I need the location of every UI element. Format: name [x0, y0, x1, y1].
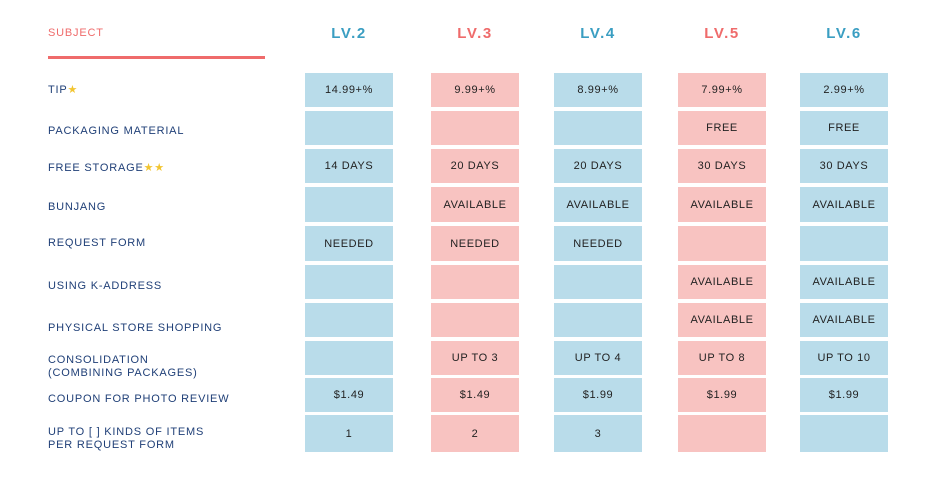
- table-cell: $1.99: [800, 378, 888, 412]
- star-icon: ★★: [143, 162, 165, 174]
- table-cell: FREE: [800, 111, 888, 145]
- table-cell: NEEDED: [305, 226, 393, 261]
- table-cell: AVAILABLE: [800, 187, 888, 222]
- table-cell: [305, 265, 393, 299]
- level-header-4: LV.4: [580, 25, 616, 42]
- table-cell: $1.99: [678, 378, 766, 412]
- row-label: FREE STORAGE★★: [48, 162, 165, 175]
- row-label: COUPON FOR PHOTO REVIEW: [48, 393, 229, 406]
- table-cell: [305, 187, 393, 222]
- table-cell: NEEDED: [554, 226, 642, 261]
- table-cell: $1.49: [305, 378, 393, 412]
- row-label: PHYSICAL STORE SHOPPING: [48, 322, 222, 335]
- row-label-text: FREE STORAGE: [48, 162, 144, 174]
- row-label-text: UP TO [ ] KINDS OF ITEMS: [48, 426, 205, 438]
- table-cell: UP TO 4: [554, 341, 642, 375]
- level-header-6: LV.6: [826, 25, 862, 42]
- row-label: CONSOLIDATION (COMBINING PACKAGES): [48, 354, 198, 380]
- row-label: TIP★: [48, 84, 78, 97]
- table-cell: [305, 341, 393, 375]
- table-cell: AVAILABLE: [800, 303, 888, 337]
- row-label: BUNJANG: [48, 201, 106, 214]
- row-label-text: CONSOLIDATION: [48, 354, 149, 366]
- row-label: USING K-ADDRESS: [48, 280, 162, 293]
- level-header-3: LV.3: [457, 25, 493, 42]
- table-cell: [678, 226, 766, 261]
- table-cell: [800, 415, 888, 452]
- row-label: PACKAGING MATERIAL: [48, 125, 184, 138]
- table-cell: UP TO 3: [431, 341, 519, 375]
- table-cell: 1: [305, 415, 393, 452]
- row-label-text: REQUEST FORM: [48, 237, 147, 249]
- subject-header: SUBJECT: [48, 27, 104, 39]
- table-cell: AVAILABLE: [678, 187, 766, 222]
- row-label-text-line2: PER REQUEST FORM: [48, 439, 175, 451]
- table-cell: 14 DAYS: [305, 149, 393, 183]
- table-cell: [431, 265, 519, 299]
- table-cell: [554, 265, 642, 299]
- table-cell: $1.99: [554, 378, 642, 412]
- row-label-text: BUNJANG: [48, 201, 107, 213]
- row-label: REQUEST FORM: [48, 237, 146, 250]
- table-cell: 3: [554, 415, 642, 452]
- row-label-text: USING K-ADDRESS: [48, 280, 163, 292]
- table-cell: [305, 111, 393, 145]
- table-cell: [678, 415, 766, 452]
- table-cell: FREE: [678, 111, 766, 145]
- row-label-text: COUPON FOR PHOTO REVIEW: [48, 393, 230, 405]
- row-label-text: PHYSICAL STORE SHOPPING: [48, 322, 223, 334]
- row-label-text: PACKAGING MATERIAL: [48, 125, 185, 137]
- table-cell: 2: [431, 415, 519, 452]
- table-cell: $1.49: [431, 378, 519, 412]
- subject-underline: [48, 56, 265, 59]
- table-cell: AVAILABLE: [431, 187, 519, 222]
- table-cell: [305, 303, 393, 337]
- table-cell: AVAILABLE: [678, 265, 766, 299]
- table-cell: [800, 226, 888, 261]
- table-cell: 30 DAYS: [678, 149, 766, 183]
- table-cell: 14.99+%: [305, 73, 393, 107]
- table-cell: 2.99+%: [800, 73, 888, 107]
- table-cell: 20 DAYS: [431, 149, 519, 183]
- table-cell: AVAILABLE: [800, 265, 888, 299]
- table-cell: 20 DAYS: [554, 149, 642, 183]
- table-cell: 7.99+%: [678, 73, 766, 107]
- star-icon: ★: [67, 84, 79, 96]
- row-label: UP TO [ ] KINDS OF ITEMS PER REQUEST FORM: [48, 426, 204, 452]
- row-label-text-line2: (COMBINING PACKAGES): [48, 367, 198, 379]
- table-cell: AVAILABLE: [554, 187, 642, 222]
- table-cell: AVAILABLE: [678, 303, 766, 337]
- table-cell: UP TO 10: [800, 341, 888, 375]
- table-cell: UP TO 8: [678, 341, 766, 375]
- table-cell: 8.99+%: [554, 73, 642, 107]
- row-label-text: TIP: [48, 84, 68, 96]
- table-cell: 30 DAYS: [800, 149, 888, 183]
- level-header-5: LV.5: [704, 25, 740, 42]
- table-cell: [554, 303, 642, 337]
- table-cell: [554, 111, 642, 145]
- table-cell: 9.99+%: [431, 73, 519, 107]
- table-cell: [431, 303, 519, 337]
- table-cell: NEEDED: [431, 226, 519, 261]
- table-cell: [431, 111, 519, 145]
- level-header-2: LV.2: [331, 25, 367, 42]
